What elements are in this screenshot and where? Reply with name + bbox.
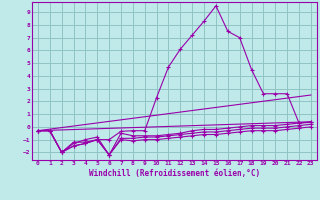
X-axis label: Windchill (Refroidissement éolien,°C): Windchill (Refroidissement éolien,°C) (89, 169, 260, 178)
